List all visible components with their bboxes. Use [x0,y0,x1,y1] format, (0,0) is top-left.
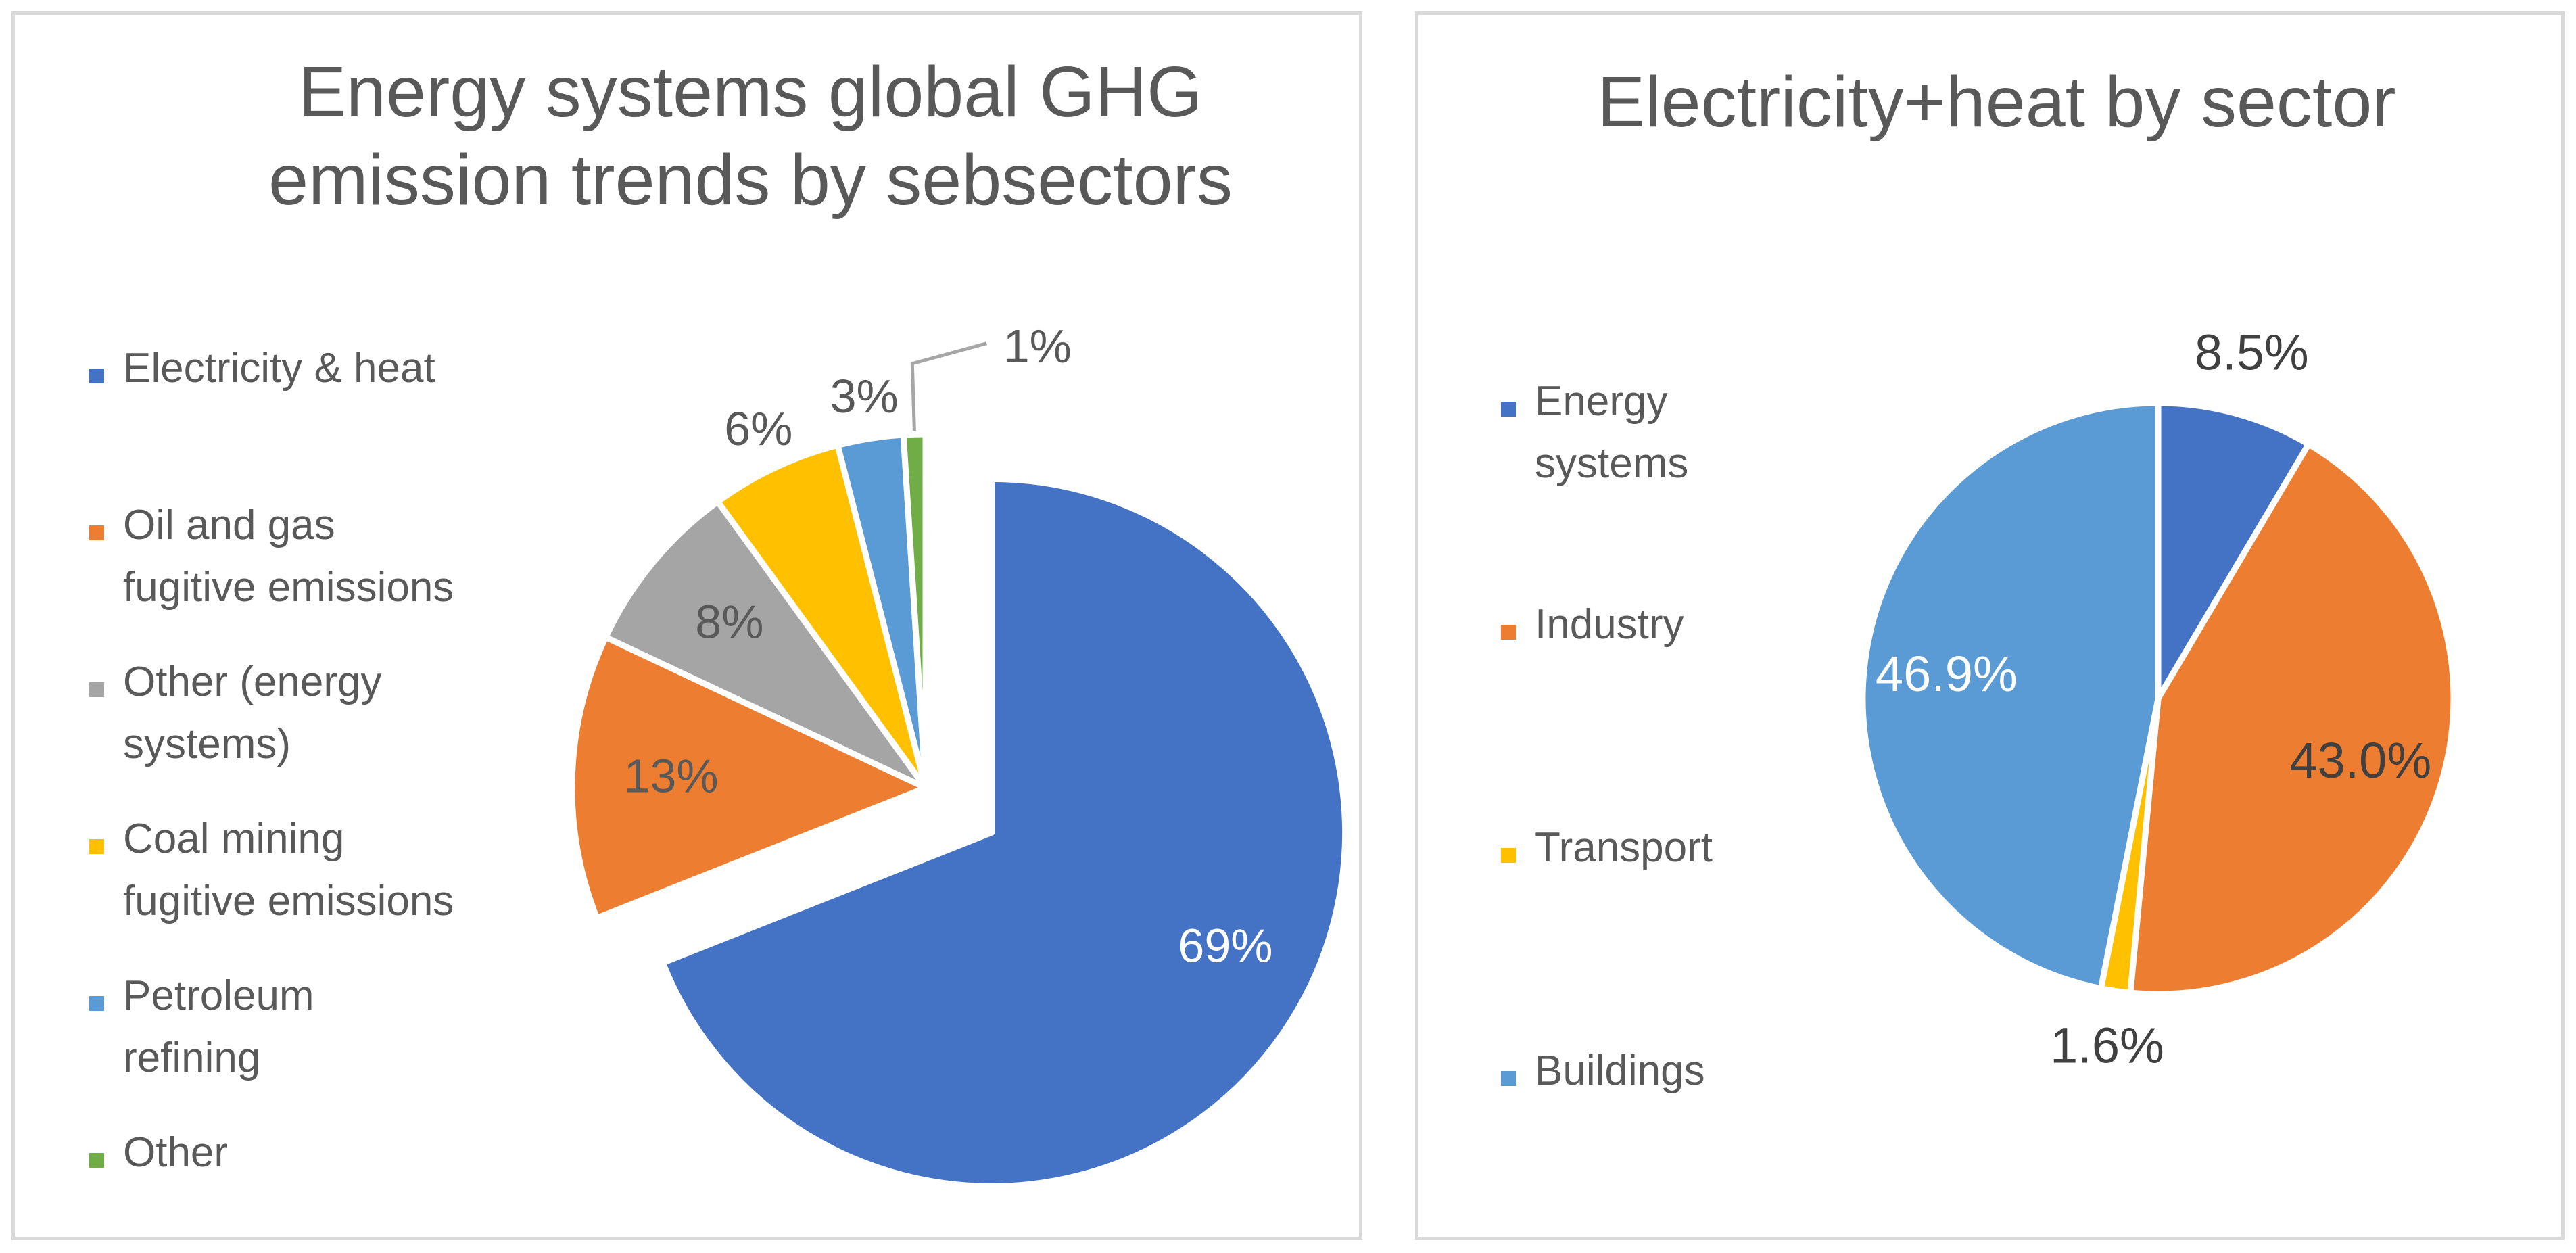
leader-line-other [910,341,987,431]
legend-label-line: refining [123,1035,260,1081]
data-label-petroleum-refining: 3% [830,370,899,423]
legend-label-line: Buildings [1535,1047,1705,1094]
legend-label-petroleum-refining: Petroleum refining [123,972,314,1081]
pie-slice-other [900,431,929,791]
pie-slice-industry [2127,441,2457,997]
legend-swatch-energy-systems [1501,402,1516,417]
legend-label-energy-systems: Energy systems [1535,378,1688,487]
data-label-other-energy-systems: 8% [695,595,763,648]
pie-chart-sectors: Electricity+heat by sector 8.5% 43.0% 1.6%… [1501,62,2457,1094]
legend: Electricity & heat Oil and gas fugitive em… [89,345,454,1176]
legend-label-line: Industry [1535,601,1684,648]
pie-slice-other-energy-systems [602,498,929,791]
data-label-industry: 43.0% [2289,732,2431,788]
data-label-buildings: 46.9% [1876,646,2018,702]
legend-label-other-energy-systems: Other (energy systems) [123,659,382,767]
legend-label-transport: Transport [1535,824,1713,871]
data-labels: 69% 13% 8% 6% 3% 1% [624,320,1273,972]
pie-slices [569,431,1349,1189]
data-labels: 8.5% 43.0% 1.6% 46.9% [1876,325,2431,1074]
legend-swatch-other [89,1153,104,1168]
legend-label-oil-and-gas-fugitive-emissions: Oil and gas fugitive emissions [123,502,454,611]
legend-swatch-industry [1501,625,1516,640]
pie-slice-buildings [1859,400,2162,992]
data-label-oil-and-gas-fugitive-emissions: 13% [624,750,719,803]
chart-panel-sectors: Electricity+heat by sector 8.5% 43.0% 1.6%… [1415,11,2565,1240]
legend-label-line: Transport [1535,824,1713,871]
data-label-coal-mining-fugitive-emissions: 6% [724,402,792,455]
chart-panel-subsectors: Energy systems global GHG emission trend… [11,11,1362,1240]
legend-swatch-coal-mining-fugitive-emissions [89,839,104,854]
legend-label-line: Coal mining [123,815,344,862]
legend: Energy systems Industry Transport Buildings [1501,378,1713,1094]
legend-swatch-buildings [1501,1071,1516,1086]
legend-label-line: Electricity & heat [123,345,435,392]
legend-label-line: Energy [1535,378,1667,425]
legend-label-line: fugitive emissions [123,564,454,611]
data-label-electricity-heat: 69% [1178,919,1272,972]
legend-label-line: systems) [123,721,291,767]
legend-label-industry: Industry [1535,601,1684,648]
pie-slice-oil-and-gas-fugitive-emissions [569,634,929,922]
chart-title-line-1: Electricity+heat by sector [1597,62,2395,142]
legend-label-line: Petroleum [123,972,314,1019]
pie-chart-subsectors: Energy systems global GHG emission trend… [89,52,1349,1189]
pie-slice-electricity-heat [659,475,1349,1189]
legend-label-line: Other [123,1129,228,1176]
data-label-other: 1% [1003,320,1072,373]
chart-title-line-2: emission trends by sebsectors [268,140,1233,220]
legend-label-coal-mining-fugitive-emissions: Coal mining fugitive emissions [123,815,454,924]
leader-lines [910,341,987,431]
legend-label-line: Oil and gas [123,502,335,548]
data-label-transport: 1.6% [2050,1017,2164,1073]
legend-label-other: Other [123,1129,228,1176]
legend-label-buildings: Buildings [1535,1047,1705,1094]
legend-swatch-oil-and-gas-fugitive-emissions [89,525,104,540]
legend-swatch-other-energy-systems [89,682,104,697]
legend-swatch-petroleum-refining [89,996,104,1011]
legend-swatch-transport [1501,848,1516,863]
legend-swatch-electricity-heat [89,369,104,383]
legend-label-line: Other (energy [123,659,382,705]
chart-title-line-1: Energy systems global GHG [298,52,1202,132]
legend-label-electricity-heat: Electricity & heat [123,345,435,392]
legend-label-line: fugitive emissions [123,878,454,924]
pie-slice-coal-mining-fugitive-emissions [715,442,929,791]
legend-label-line: systems [1535,440,1688,487]
data-label-energy-systems: 8.5% [2195,325,2309,381]
pie-slices [1859,400,2457,997]
pie-slice-energy-systems [2155,400,2312,702]
